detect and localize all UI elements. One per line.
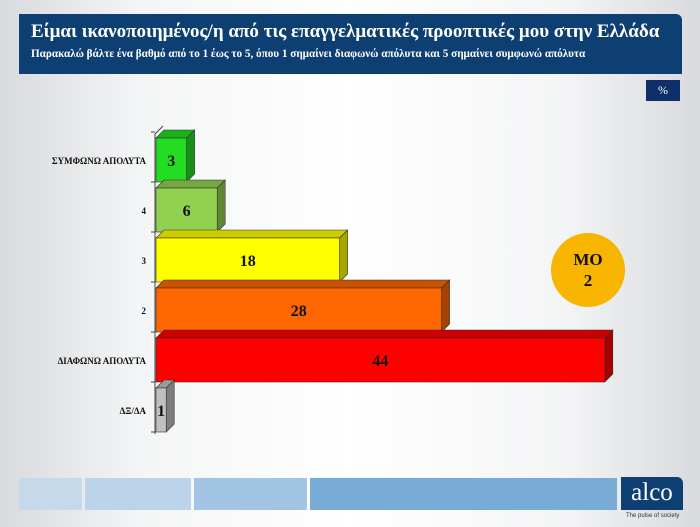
category-label: ΔΙΑΦΩΝΩ ΑΠΟΛΥΤΑ	[58, 356, 147, 366]
bar-side-face	[441, 279, 450, 333]
bar-top-face	[155, 229, 349, 239]
data-label: 28	[291, 303, 307, 320]
bar-top-face	[155, 179, 226, 189]
data-label: 6	[183, 203, 191, 220]
data-label: 1	[157, 403, 165, 420]
bar-side-face	[604, 329, 614, 383]
category-label: 4	[142, 206, 147, 216]
bar-side-face	[165, 379, 175, 433]
mean-value: 2	[583, 271, 593, 290]
data-label: 44	[372, 353, 388, 370]
bar	[155, 287, 442, 333]
bar	[155, 237, 340, 283]
bar-side-face	[186, 129, 195, 183]
category-label: ΔΞ/ΔΑ	[120, 406, 147, 416]
footer-block-1	[19, 478, 82, 510]
footer-block-4	[310, 478, 617, 510]
category-label: 3	[142, 256, 147, 266]
bar-top-face	[155, 279, 451, 289]
data-label: 3	[167, 153, 175, 170]
unit-badge: %	[646, 80, 680, 101]
data-label: 18	[240, 253, 256, 270]
header-banner: Είμαι ικανοποιημένος/η από τις επαγγελμα…	[19, 14, 682, 74]
bar	[155, 337, 606, 383]
category-label: 2	[142, 306, 147, 316]
y-axis-line	[154, 125, 164, 434]
page-subtitle: Παρακαλώ βάλτε ένα βαθμό από το 1 έως το…	[31, 46, 586, 60]
bar	[155, 137, 187, 183]
bar-side-face	[339, 229, 348, 283]
page-title: Είμαι ικανοποιημένος/η από τις επαγγελμα…	[31, 21, 660, 42]
mean-badge: ΜΟ 2	[551, 233, 625, 307]
bar	[155, 387, 167, 433]
category-label: ΣΥΜΦΩΝΩ ΑΠΟΛΥΤΑ	[52, 156, 147, 166]
mean-label: ΜΟ	[573, 250, 603, 269]
bar-top-face	[155, 329, 614, 339]
footer-block-3	[194, 478, 307, 510]
alco-logo: alco	[621, 477, 683, 510]
bar	[155, 187, 218, 233]
logo-tagline: The pulse of society	[626, 513, 680, 519]
bar-side-face	[216, 179, 226, 233]
footer-block-2	[85, 478, 191, 510]
